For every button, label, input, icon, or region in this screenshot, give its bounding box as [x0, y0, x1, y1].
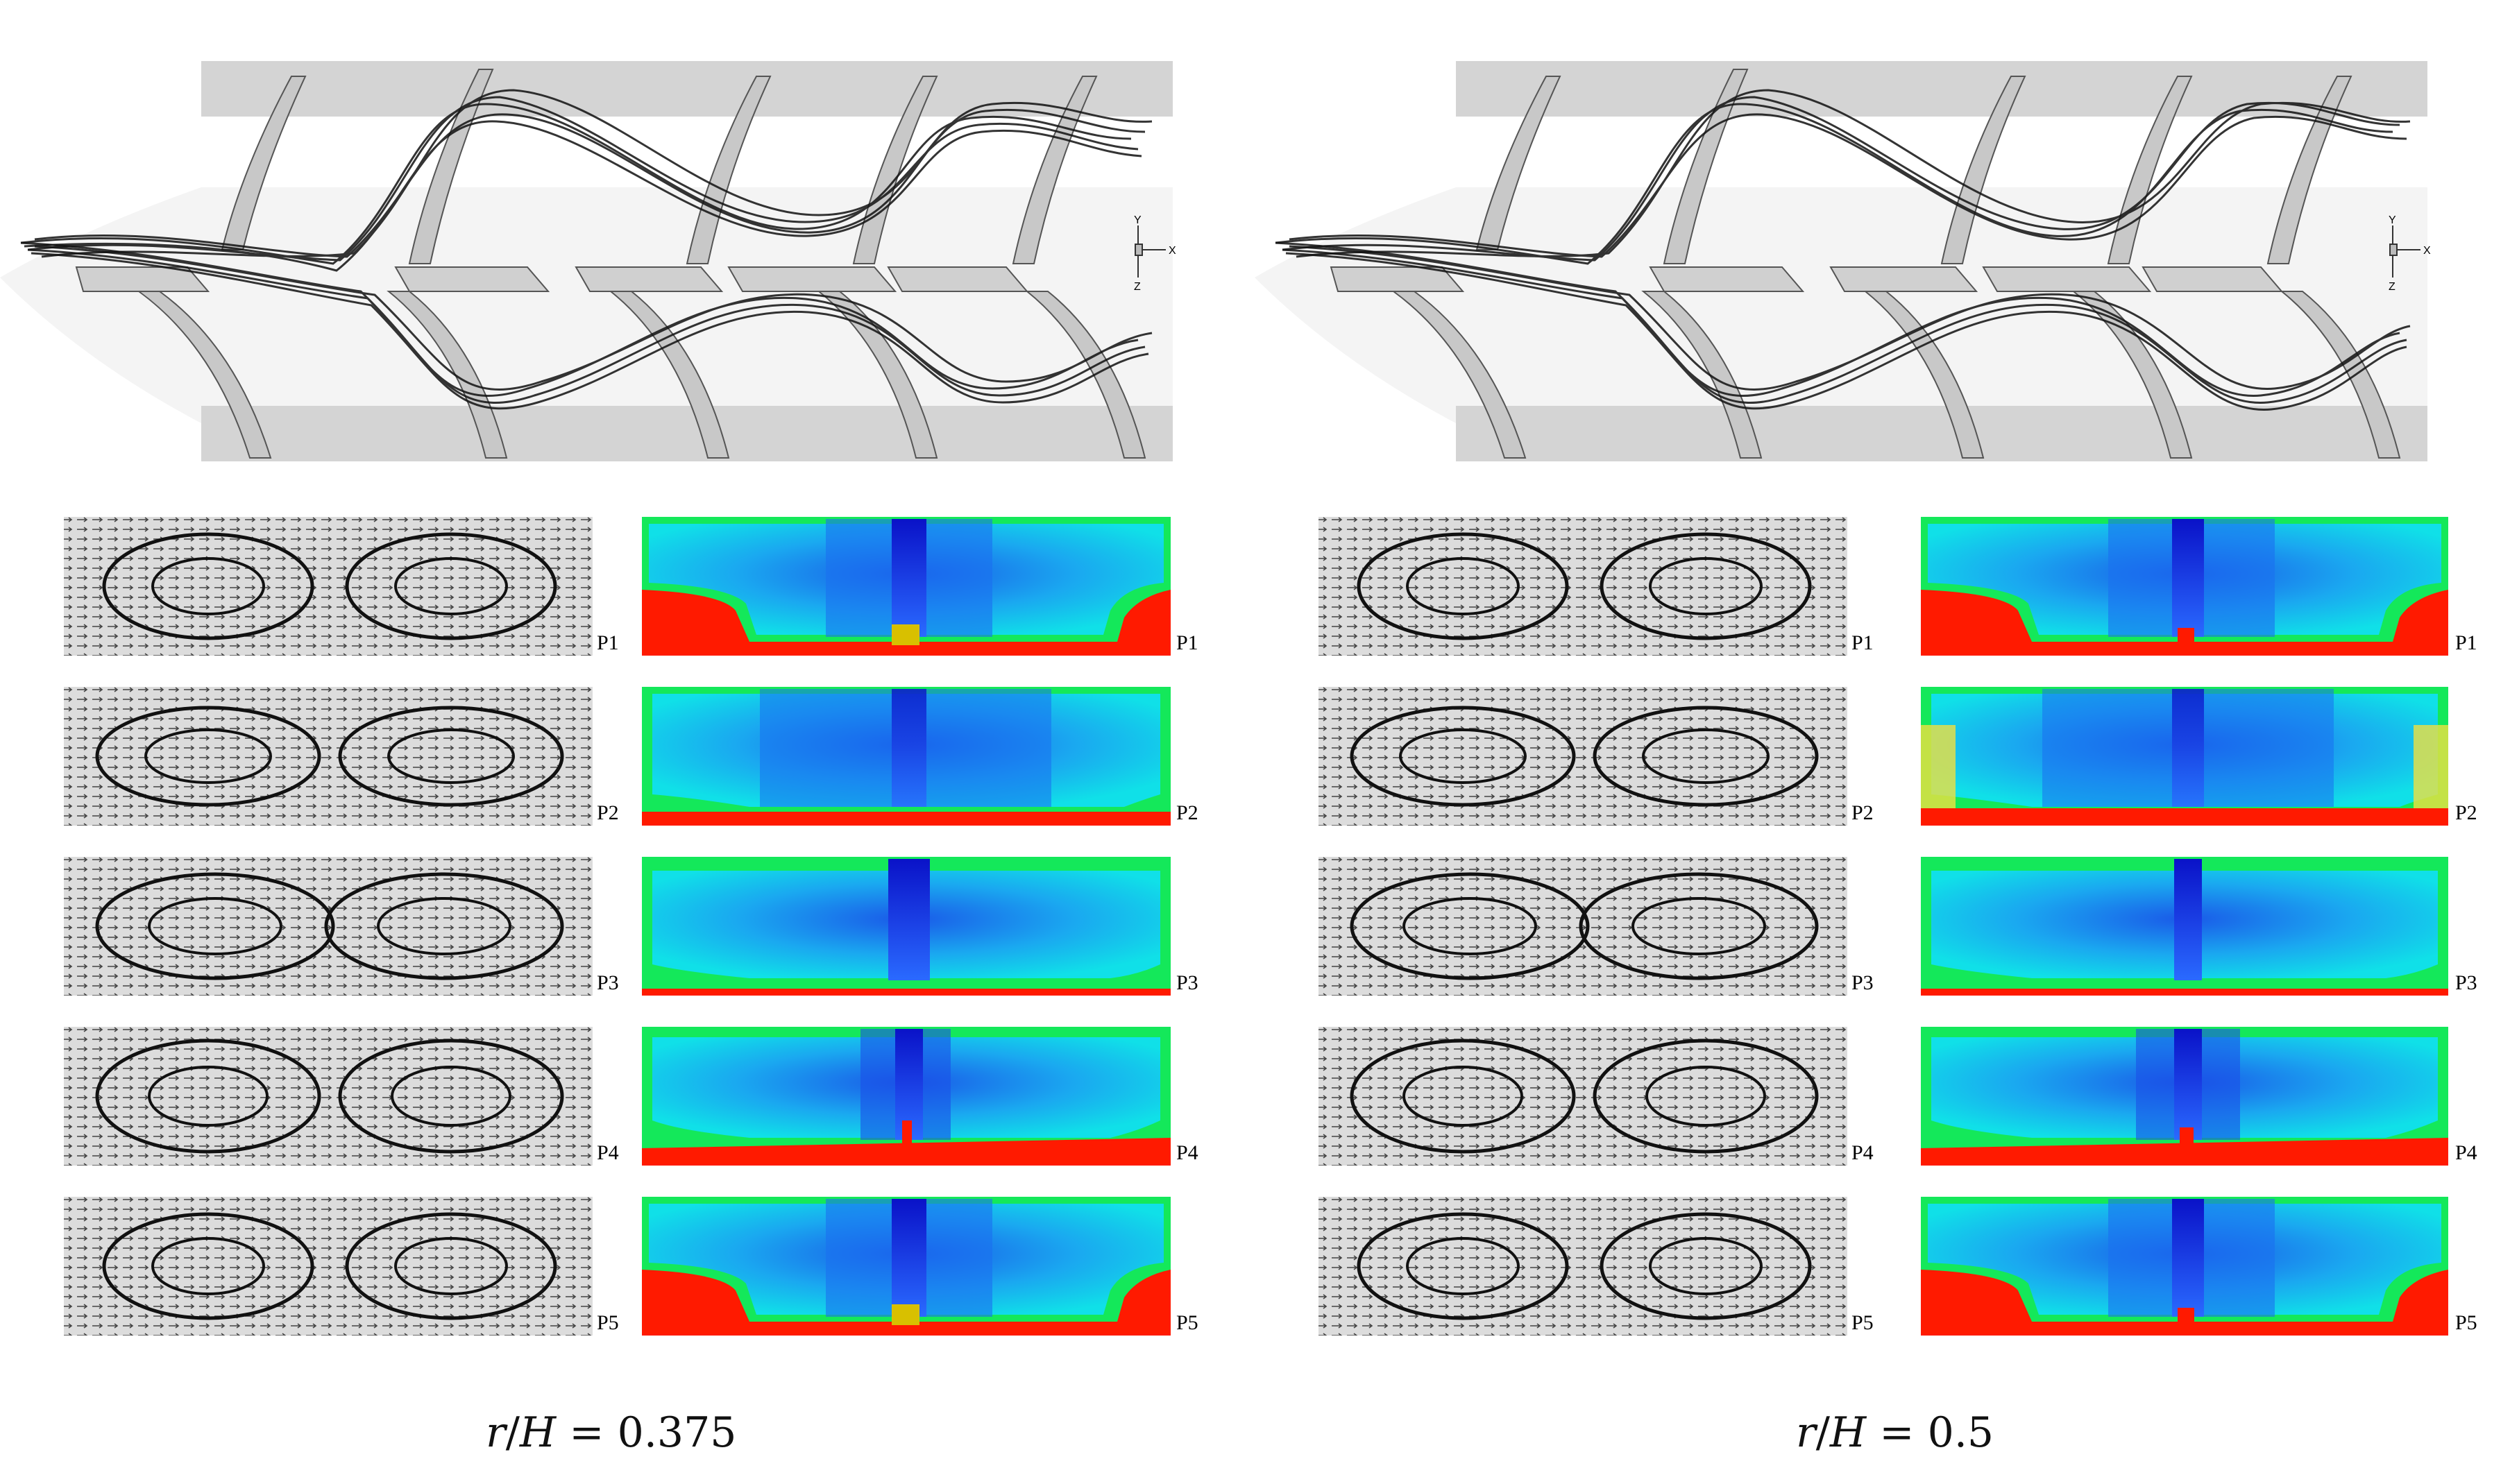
plane-label-contour: P4	[1176, 1141, 1198, 1164]
top-wall	[201, 61, 1173, 117]
axis-triad	[1135, 225, 1166, 278]
plane-label-contour: P2	[2455, 801, 2477, 824]
cross-sections-left	[64, 517, 1171, 1336]
channel-3d-view: X Y Z	[0, 61, 1176, 461]
cross-sections-right	[1318, 517, 2448, 1336]
channel-3d-view: X Y Z	[1255, 61, 2431, 461]
plane-label-vec: P5	[597, 1311, 619, 1334]
plane-label-vec: P2	[597, 801, 619, 824]
plane-label-contour: P4	[2455, 1141, 2477, 1164]
plane-label-vec: P4	[597, 1141, 619, 1164]
plane-label-contour: P2	[1176, 801, 1198, 824]
bottom-wall	[201, 406, 1173, 461]
panel-left-graphics: X Y Z	[0, 61, 1176, 1336]
plane-label-vec: P5	[1851, 1311, 1874, 1334]
panel-left: X Y Z	[0, 61, 1198, 1457]
plane-label-contour: P5	[1176, 1311, 1198, 1334]
plane-label-vec: P1	[597, 631, 619, 654]
plane-label-vec: P4	[1851, 1141, 1874, 1164]
panel-right-graphics: X Y Z	[1255, 61, 2448, 1336]
axis-triad	[2389, 225, 2420, 278]
plane-label-vec: P3	[597, 971, 619, 994]
plane-label-contour: P3	[1176, 971, 1198, 994]
ratio-caption: r/H = 0.5	[1796, 1408, 1994, 1457]
plane-label-contour: P5	[2455, 1311, 2477, 1334]
axis-x-label: X	[2423, 245, 2431, 257]
axis-y-label: Y	[1134, 214, 1142, 226]
plane-label-vec: P3	[1851, 971, 1874, 994]
plane-label-contour: P1	[2455, 631, 2477, 654]
plane-label-contour: P3	[2455, 971, 2477, 994]
ratio-caption: r/H = 0.375	[486, 1408, 737, 1457]
bottom-wall	[1456, 406, 2427, 461]
axis-z-label: Z	[1134, 281, 1141, 293]
axis-x-label: X	[1169, 245, 1176, 257]
plane-label-vec: P2	[1851, 801, 1874, 824]
plane-label-contour: P1	[1176, 631, 1198, 654]
top-wall	[1456, 61, 2427, 117]
panel-right: X Y Z	[1255, 0, 2509, 1484]
axis-y-label: Y	[2389, 214, 2396, 226]
plane-label-vec: P1	[1851, 631, 1874, 654]
axis-z-label: Z	[2389, 281, 2395, 293]
